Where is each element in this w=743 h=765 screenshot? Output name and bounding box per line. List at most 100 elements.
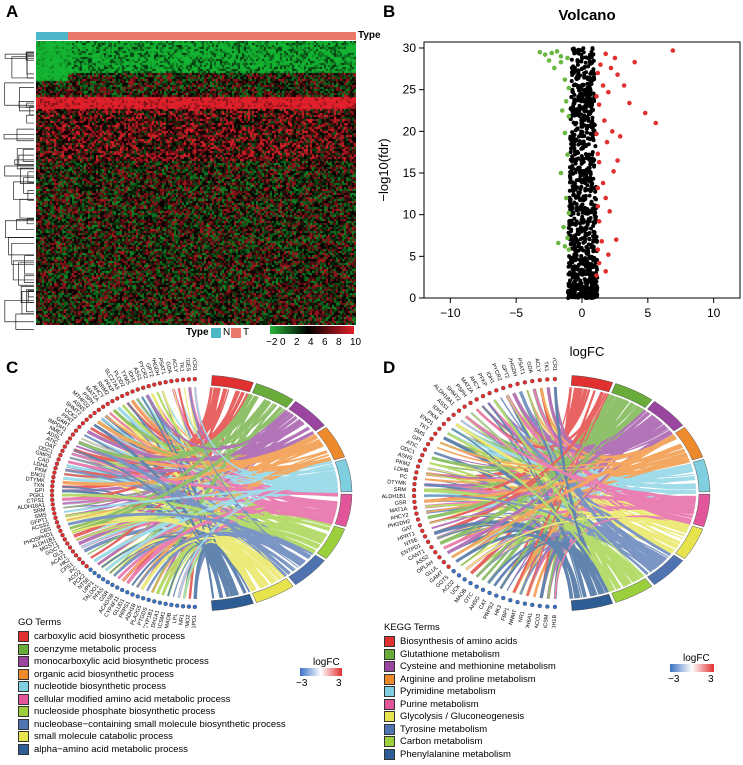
chord-link	[554, 515, 691, 599]
chord-gene-block	[52, 511, 57, 516]
legend-label: Biosynthesis of amino acids	[400, 636, 518, 647]
legend-swatch	[384, 748, 395, 760]
chord-gene-label: GPT2	[499, 364, 510, 380]
chord-link	[75, 512, 330, 541]
volcano-point	[587, 52, 592, 57]
volcano-point	[591, 159, 596, 164]
volcano-point	[579, 203, 584, 208]
volcano-point	[575, 62, 580, 67]
volcano-point	[593, 144, 598, 149]
volcano-point	[568, 157, 573, 162]
panel-label-b: B	[383, 2, 396, 21]
volcano-point	[565, 152, 570, 157]
volcano-point	[577, 88, 582, 93]
legend-label: alpha−amino acid metabolic process	[34, 743, 188, 755]
volcano-point	[615, 158, 620, 163]
chord-gene-block	[545, 377, 550, 382]
chord-link	[62, 495, 337, 510]
chord-gene-label: ATIC	[405, 440, 419, 450]
volcano-point	[558, 59, 564, 65]
y-tick-label: 5	[409, 249, 416, 263]
chord-link	[81, 481, 338, 549]
volcano-point	[583, 194, 588, 199]
volcano-point	[587, 272, 592, 277]
chord-gene-block	[180, 604, 186, 609]
legend-label: Tyrosine metabolism	[400, 723, 488, 735]
chord-gene-label: LPL	[172, 613, 179, 624]
chord-link	[105, 414, 324, 465]
legend-label: Carbon metabolism	[400, 736, 483, 747]
volcano-point	[563, 99, 569, 104]
volcano-point	[632, 59, 637, 65]
chord-gene-block	[411, 493, 417, 499]
chord-gene-block	[494, 388, 499, 393]
chord-gene-label: PTGES	[184, 358, 191, 372]
volcano-point	[587, 255, 592, 260]
volcano-point	[566, 264, 571, 269]
chord-gene-block	[422, 534, 428, 539]
volcano-point	[570, 72, 575, 77]
chord-gene-block	[522, 380, 527, 385]
volcano-point	[571, 166, 576, 171]
volcano-point	[569, 94, 574, 99]
chord-gene-block	[80, 560, 86, 565]
volcano-point	[595, 247, 601, 252]
chord-gene-label: PSAT1	[515, 358, 525, 375]
legend-item: Phenylalanine metabolism	[384, 748, 511, 760]
volcano-point	[584, 226, 589, 231]
go-chord-diagram: PYCR1PTGESTK1ACLYGDAPSAT1PHGDHGPT2PYCR2A…	[17, 358, 353, 628]
chord-gene-block	[120, 587, 125, 593]
chord-term-arc	[647, 554, 684, 586]
chord-link	[177, 387, 219, 442]
chord-link	[434, 452, 659, 567]
volcano-point	[575, 58, 580, 63]
x-tick-label: 5	[644, 306, 651, 320]
chord-gene-block	[413, 476, 418, 481]
volcano-point	[569, 57, 574, 62]
x-tick-label: −10	[440, 306, 461, 320]
volcano-point	[587, 152, 592, 157]
volcano-point	[580, 207, 585, 212]
chord-gene-block	[446, 417, 451, 422]
legend-swatch	[18, 743, 29, 755]
chord-gene-block	[115, 396, 120, 401]
volcano-point	[576, 262, 581, 267]
heatmap-scale-tick: 8	[336, 337, 342, 348]
chord-gene-block	[487, 590, 492, 596]
volcano-point	[568, 175, 573, 180]
heatmap-cells	[36, 41, 356, 325]
volcano-point	[559, 108, 565, 113]
volcano-point	[566, 85, 572, 91]
volcano-point	[587, 193, 592, 198]
chord-gene-block	[537, 603, 542, 609]
volcano-point	[593, 197, 598, 202]
volcano-point	[537, 49, 543, 55]
volcano-point	[590, 115, 595, 120]
chord-term-arc	[334, 458, 353, 493]
heatmap-scale-tick: 4	[308, 337, 314, 348]
chord-gene-block	[522, 601, 527, 606]
chord-gene-block	[84, 417, 89, 422]
volcano-point	[568, 233, 573, 238]
chord-link	[476, 408, 693, 517]
chord-gene-block	[70, 432, 76, 437]
chord-gene-block	[537, 377, 542, 383]
volcano-point	[590, 102, 595, 107]
chord-link	[109, 537, 229, 597]
legend-swatch-t	[231, 328, 241, 338]
volcano-point	[600, 180, 606, 186]
chord-gene-label: PHGDH	[506, 358, 518, 377]
volcano-point	[591, 91, 596, 96]
chord-gene-label: PSAT1	[156, 358, 166, 375]
volcano-point	[587, 294, 592, 299]
chord-gene-block	[77, 556, 82, 562]
legend-item: monocarboxylic acid biosynthetic process	[18, 656, 209, 667]
chord-gene-block	[73, 428, 79, 433]
volcano-point	[579, 131, 584, 136]
volcano-point	[595, 292, 600, 297]
chord-gene-block	[552, 376, 558, 382]
volcano-point	[592, 211, 597, 216]
volcano-point	[552, 65, 557, 71]
volcano-point	[566, 281, 571, 286]
chord-gene-block	[62, 444, 67, 449]
